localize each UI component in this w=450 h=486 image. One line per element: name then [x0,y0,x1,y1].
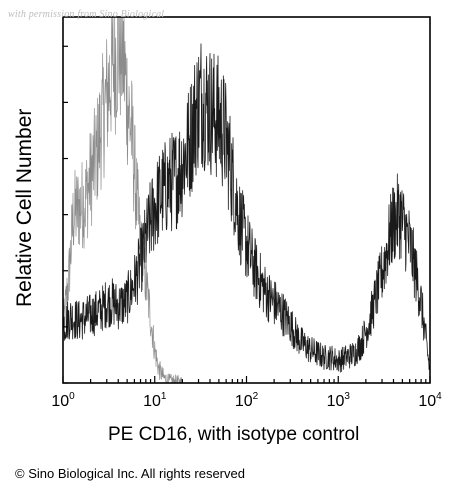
series-1-line [62,16,183,384]
series-layer [62,16,431,384]
x-axis-label: PE CD16, with isotype control [108,424,360,445]
x-tick-label: 101 [143,391,167,411]
x-tick-label: 104 [418,391,442,411]
x-tick-label: 102 [234,391,259,411]
x-tick-exponent: 4 [436,391,442,402]
x-tick-base: 10 [51,393,70,410]
x-tick-base: 10 [326,393,345,410]
x-tick-base: 10 [143,393,161,410]
series-2-line [62,43,431,373]
x-tick-exponent: 0 [69,391,75,402]
y-axis-label: Relative Cell Number [13,108,36,307]
axis-ticks [62,45,431,384]
series-2-histogram [62,43,431,373]
x-tick-exponent: 1 [160,391,167,402]
x-tick-label: 103 [326,391,350,411]
watermark-text: with permission from Sino Biological [8,9,165,20]
x-tick-exponent: 2 [252,391,259,402]
x-tick-exponent: 3 [344,391,350,402]
x-tick-label: 100 [51,391,75,411]
x-tick-base: 10 [234,393,253,410]
copyright-notice: © Sino Biological Inc. All rights reserv… [15,466,245,481]
x-tick-base: 10 [418,393,437,410]
series-1-histogram [62,16,183,384]
